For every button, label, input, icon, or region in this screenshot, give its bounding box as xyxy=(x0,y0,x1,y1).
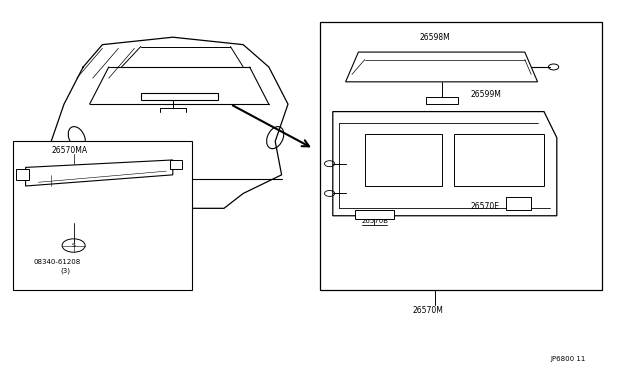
Text: (3): (3) xyxy=(61,267,71,274)
Text: S: S xyxy=(72,243,76,248)
Text: 26599M: 26599M xyxy=(470,90,501,99)
Text: 26571M: 26571M xyxy=(483,139,514,148)
Bar xyxy=(13,141,192,290)
Bar xyxy=(454,134,544,186)
Text: JP6800 11: JP6800 11 xyxy=(550,356,586,362)
Text: 26598M: 26598M xyxy=(419,33,450,42)
Bar xyxy=(365,134,442,186)
Bar xyxy=(170,160,182,169)
Bar xyxy=(506,197,531,210)
Text: 26570MA: 26570MA xyxy=(51,146,87,155)
Bar xyxy=(355,210,394,219)
Text: 26570M: 26570M xyxy=(413,306,444,315)
Bar xyxy=(320,22,602,290)
Text: 26570E: 26570E xyxy=(470,202,499,211)
Bar xyxy=(16,169,29,180)
Bar xyxy=(426,97,458,104)
Text: 26570B: 26570B xyxy=(362,218,388,224)
Text: 08340-61208: 08340-61208 xyxy=(33,259,81,265)
